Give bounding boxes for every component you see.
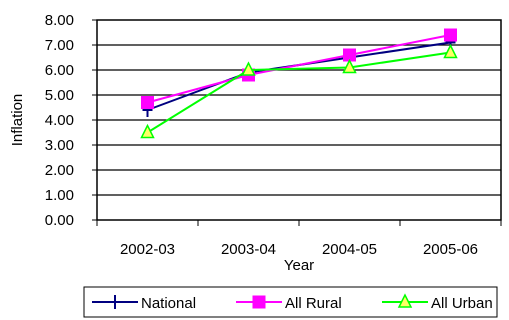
x-axis-tick-labels: 2002-03 2003-04 2004-05 2005-06 xyxy=(120,241,478,258)
legend: National All Rural All Urban xyxy=(92,293,493,312)
legend-item: National xyxy=(92,295,196,312)
data-point-marker xyxy=(342,58,357,74)
x-tick-label: 2003-04 xyxy=(221,241,276,258)
series-all-urban xyxy=(140,43,458,139)
y-tick-label: 4.00 xyxy=(45,112,74,129)
legend-label: National xyxy=(141,295,196,312)
data-point-marker xyxy=(241,61,256,76)
legend-item: All Rural xyxy=(236,295,342,312)
legend-marker xyxy=(397,293,413,308)
data-point-marker xyxy=(444,28,457,42)
x-tick-label: 2002-03 xyxy=(120,241,175,258)
y-tick-label: 1.00 xyxy=(45,187,74,204)
data-point-marker xyxy=(443,43,458,59)
y-tick-label: 0.00 xyxy=(45,212,74,229)
data-point-marker xyxy=(141,96,154,109)
legend-marker xyxy=(110,295,120,309)
y-axis-tick-labels: 0.00 1.00 2.00 3.00 4.00 5.00 6.00 7.00 8.00 xyxy=(45,12,74,229)
series-layer xyxy=(140,28,458,139)
y-tick-label: 6.00 xyxy=(45,62,74,79)
x-axis-label: Year xyxy=(284,257,314,274)
y-tick-label: 2.00 xyxy=(45,162,74,179)
series-line xyxy=(146,51,451,134)
y-tick-label: 5.00 xyxy=(45,87,74,104)
y-tick-label: 8.00 xyxy=(45,12,74,29)
legend-marker xyxy=(252,295,266,309)
legend-item: All Urban xyxy=(382,293,493,312)
y-tick-label: 3.00 xyxy=(45,137,74,154)
legend-label: All Rural xyxy=(285,295,342,312)
data-point-marker xyxy=(140,123,155,139)
y-tick-label: 7.00 xyxy=(45,37,74,54)
x-tick-label: 2004-05 xyxy=(322,241,377,258)
legend-box xyxy=(83,286,498,318)
y-axis-label: Inflation xyxy=(9,94,26,147)
legend-label: All Urban xyxy=(431,295,493,312)
x-tick-label: 2005-06 xyxy=(423,241,478,258)
series-line xyxy=(147,34,451,104)
